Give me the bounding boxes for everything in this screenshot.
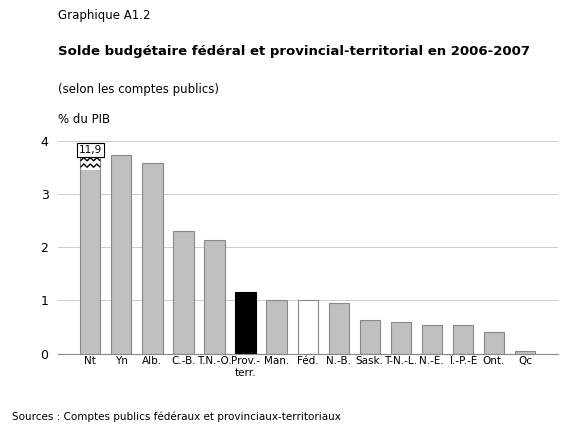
Bar — [81, 155, 101, 354]
Bar — [266, 300, 287, 354]
Bar — [174, 231, 194, 354]
Text: (selon les comptes publics): (selon les comptes publics) — [58, 83, 219, 96]
Text: Graphique A1.2: Graphique A1.2 — [58, 9, 150, 22]
Bar — [421, 325, 442, 354]
Bar — [390, 322, 411, 354]
Bar — [143, 163, 163, 354]
Bar — [359, 320, 380, 354]
Text: 11,9: 11,9 — [79, 145, 102, 155]
Bar — [235, 292, 256, 354]
Text: Solde budgétaire fédéral et provincial-territorial en 2006-2007: Solde budgétaire fédéral et provincial-t… — [58, 45, 530, 58]
Text: Sources : Comptes publics fédéraux et provinciaux-territoriaux: Sources : Comptes publics fédéraux et pr… — [12, 411, 340, 422]
Bar — [328, 303, 349, 354]
Bar — [453, 325, 473, 354]
Bar — [484, 332, 504, 354]
Bar — [204, 239, 225, 354]
Bar — [112, 155, 132, 354]
Bar — [515, 351, 535, 354]
Bar — [297, 300, 318, 354]
Text: % du PIB: % du PIB — [58, 112, 110, 126]
Bar — [81, 152, 100, 170]
